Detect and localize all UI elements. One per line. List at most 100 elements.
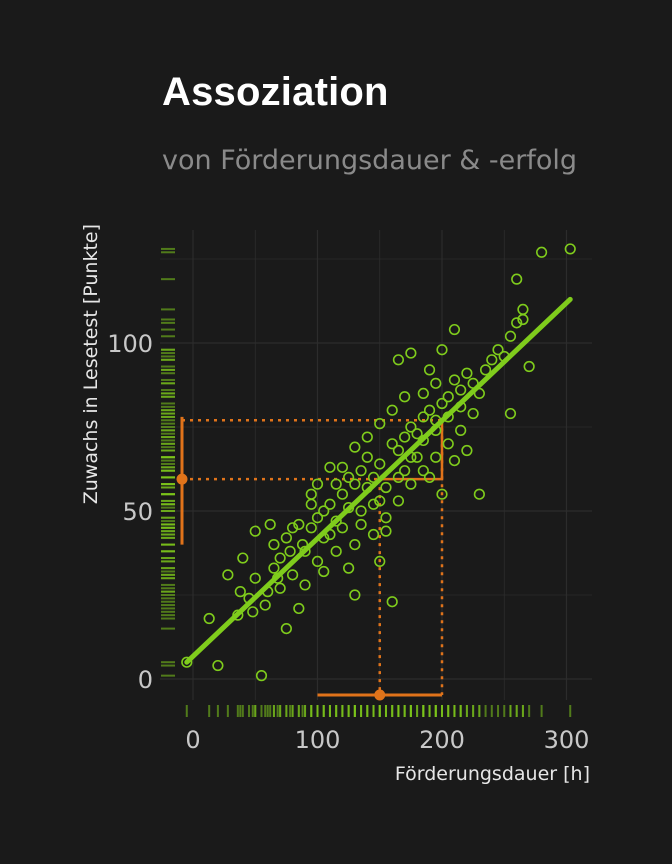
data-point <box>287 522 299 534</box>
data-point <box>436 488 448 500</box>
data-point <box>280 532 292 544</box>
data-point <box>517 313 529 326</box>
data-point <box>247 606 259 618</box>
data-point <box>486 354 498 366</box>
data-point <box>399 391 411 403</box>
data-point <box>423 364 436 376</box>
data-point <box>299 579 311 591</box>
data-point <box>564 243 576 255</box>
data-point <box>355 465 367 477</box>
data-point <box>430 377 442 389</box>
data-point <box>349 589 361 601</box>
data-point <box>417 411 429 423</box>
data-point <box>305 498 317 510</box>
data-point <box>343 562 355 574</box>
data-point <box>436 344 448 356</box>
data-point <box>386 596 398 608</box>
data-point <box>392 444 405 457</box>
data-point <box>535 246 548 258</box>
y-tick-label: 50 <box>122 498 153 526</box>
data-point <box>399 465 411 477</box>
data-point <box>517 303 529 316</box>
data-point <box>405 421 417 433</box>
data-point <box>264 518 276 531</box>
x-tick-label: 200 <box>419 726 465 754</box>
data-point <box>442 438 454 450</box>
data-point <box>299 545 311 557</box>
data-point <box>311 555 324 568</box>
data-point <box>392 471 405 484</box>
data-point <box>423 471 436 484</box>
data-point <box>361 451 373 463</box>
data-point <box>367 528 380 541</box>
data-point <box>417 465 429 477</box>
data-points <box>181 243 576 682</box>
data-point <box>343 471 355 484</box>
data-point <box>374 495 386 507</box>
data-point <box>349 441 361 453</box>
data-point <box>405 347 417 359</box>
data-point <box>274 582 286 594</box>
data-point <box>181 656 193 668</box>
data-point <box>336 522 349 534</box>
data-point <box>318 505 330 517</box>
data-point <box>234 586 246 598</box>
data-point <box>411 428 423 440</box>
y-tick-label: 100 <box>107 330 153 358</box>
data-point <box>324 461 336 473</box>
data-point <box>448 455 461 467</box>
data-point <box>467 407 479 420</box>
data-point <box>523 360 535 373</box>
data-point <box>455 424 467 436</box>
data-point <box>212 659 224 672</box>
data-point <box>222 569 234 581</box>
data-point <box>386 438 398 450</box>
x-tick-label: 0 <box>185 726 200 754</box>
y-tick-label: 0 <box>138 666 153 694</box>
data-point <box>504 330 517 342</box>
data-point <box>255 670 268 682</box>
data-point <box>311 478 324 490</box>
data-point <box>504 407 517 420</box>
x-tick-label: 100 <box>295 726 341 754</box>
data-point <box>330 515 342 527</box>
data-point <box>374 555 386 568</box>
data-point <box>355 505 367 517</box>
data-point <box>405 478 417 490</box>
y-axis-label: Zuwachs in Lesetest [Punkte] <box>80 224 102 504</box>
chart-title: Assoziation <box>162 70 389 114</box>
data-point <box>330 478 342 490</box>
data-point <box>249 572 261 584</box>
data-point <box>399 431 411 443</box>
data-point <box>318 565 330 578</box>
data-point <box>305 488 317 500</box>
data-point <box>442 391 454 403</box>
data-point <box>336 488 349 500</box>
data-point <box>374 418 386 430</box>
data-point <box>423 404 436 416</box>
data-point <box>274 552 286 564</box>
data-point <box>203 612 215 625</box>
x-axis-label: Förderungsdauer [h] <box>395 763 590 785</box>
data-point <box>311 512 324 524</box>
chart-subtitle: von Förderungsdauer & -erfolg <box>162 145 578 176</box>
data-point <box>305 522 317 534</box>
data-point <box>237 552 249 564</box>
data-point <box>411 451 423 463</box>
bracket-line <box>379 420 444 481</box>
data-point <box>361 431 373 443</box>
data-point <box>473 488 485 500</box>
data-point <box>336 461 349 473</box>
rug-marks <box>161 247 572 717</box>
data-point <box>330 545 342 557</box>
regression-line-path <box>184 296 573 665</box>
data-point <box>386 404 398 416</box>
x-interval-point <box>374 689 386 701</box>
data-point <box>392 354 405 366</box>
data-point <box>461 444 473 457</box>
x-tick-label: 300 <box>544 726 590 754</box>
data-point <box>249 525 261 537</box>
data-point <box>367 498 380 510</box>
data-point <box>324 498 336 510</box>
